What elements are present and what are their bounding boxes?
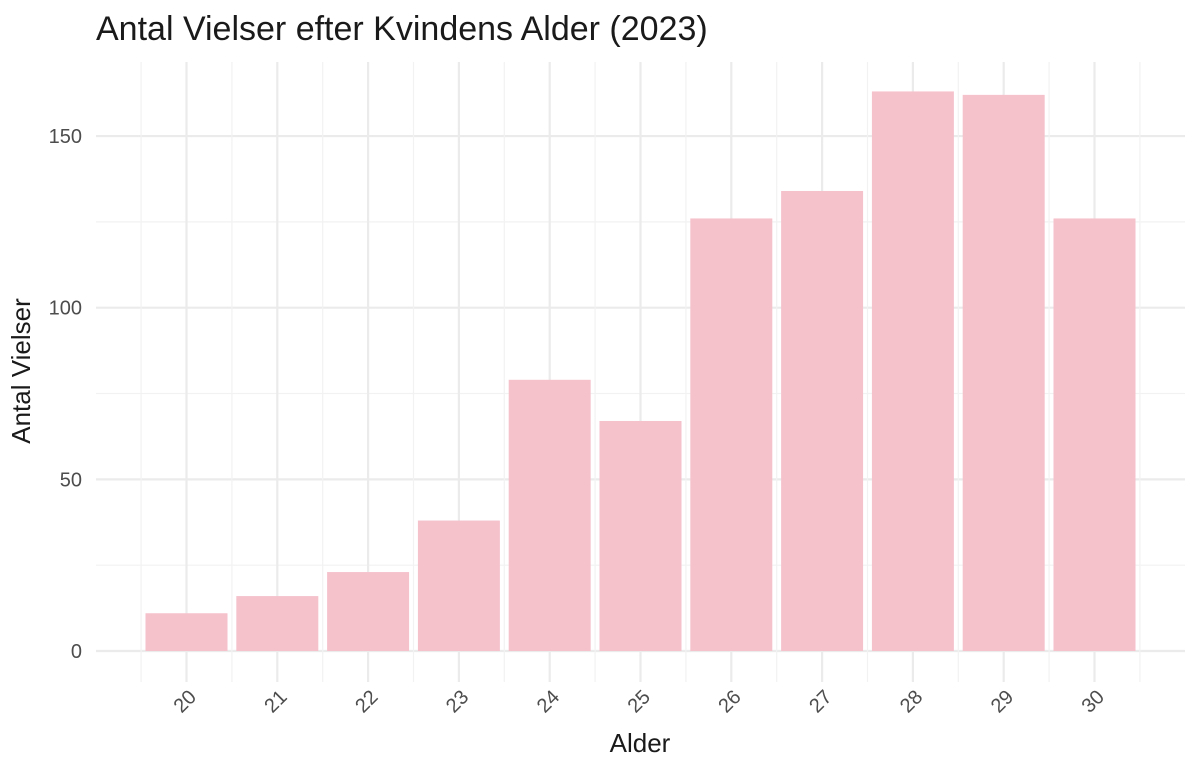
bars: [145, 91, 1136, 651]
chart-title: Antal Vielser efter Kvindens Alder (2023…: [96, 10, 708, 48]
bar-age-28: [871, 91, 954, 651]
x-tick-label: 28: [896, 686, 927, 717]
y-tick-labels: 0 50 100 150: [49, 126, 82, 663]
bar-age-25: [599, 420, 682, 651]
y-tick-label: 100: [49, 298, 82, 320]
x-tick-labels: 20 21 22 23 24 25 26 27 28 29 30: [170, 686, 1109, 717]
x-axis-title: Alder: [610, 728, 671, 758]
bar-age-29: [962, 94, 1045, 651]
bar-age-22: [327, 572, 410, 651]
bar-age-21: [236, 596, 319, 651]
x-tick-label: 22: [351, 686, 382, 717]
x-tick-label: 23: [442, 686, 473, 717]
x-tick-label: 29: [987, 686, 1018, 717]
bar-age-24: [508, 379, 591, 651]
bar-age-20: [145, 613, 228, 651]
x-tick-label: 30: [1078, 686, 1109, 717]
x-tick-label: 25: [624, 686, 655, 717]
x-tick-label: 24: [533, 686, 564, 717]
bar-age-27: [781, 190, 864, 651]
y-tick-label: 0: [71, 641, 82, 663]
bar-age-23: [417, 520, 500, 651]
x-tick-label: 27: [805, 686, 836, 717]
bar-age-30: [1053, 218, 1136, 651]
y-tick-label: 50: [60, 469, 82, 491]
bar-age-26: [690, 218, 773, 651]
x-tick-label: 26: [714, 686, 745, 717]
x-tick-label: 20: [170, 686, 201, 717]
y-tick-label: 150: [49, 126, 82, 148]
y-axis-title: Antal Vielser: [6, 298, 36, 444]
x-tick-label: 21: [260, 686, 291, 717]
